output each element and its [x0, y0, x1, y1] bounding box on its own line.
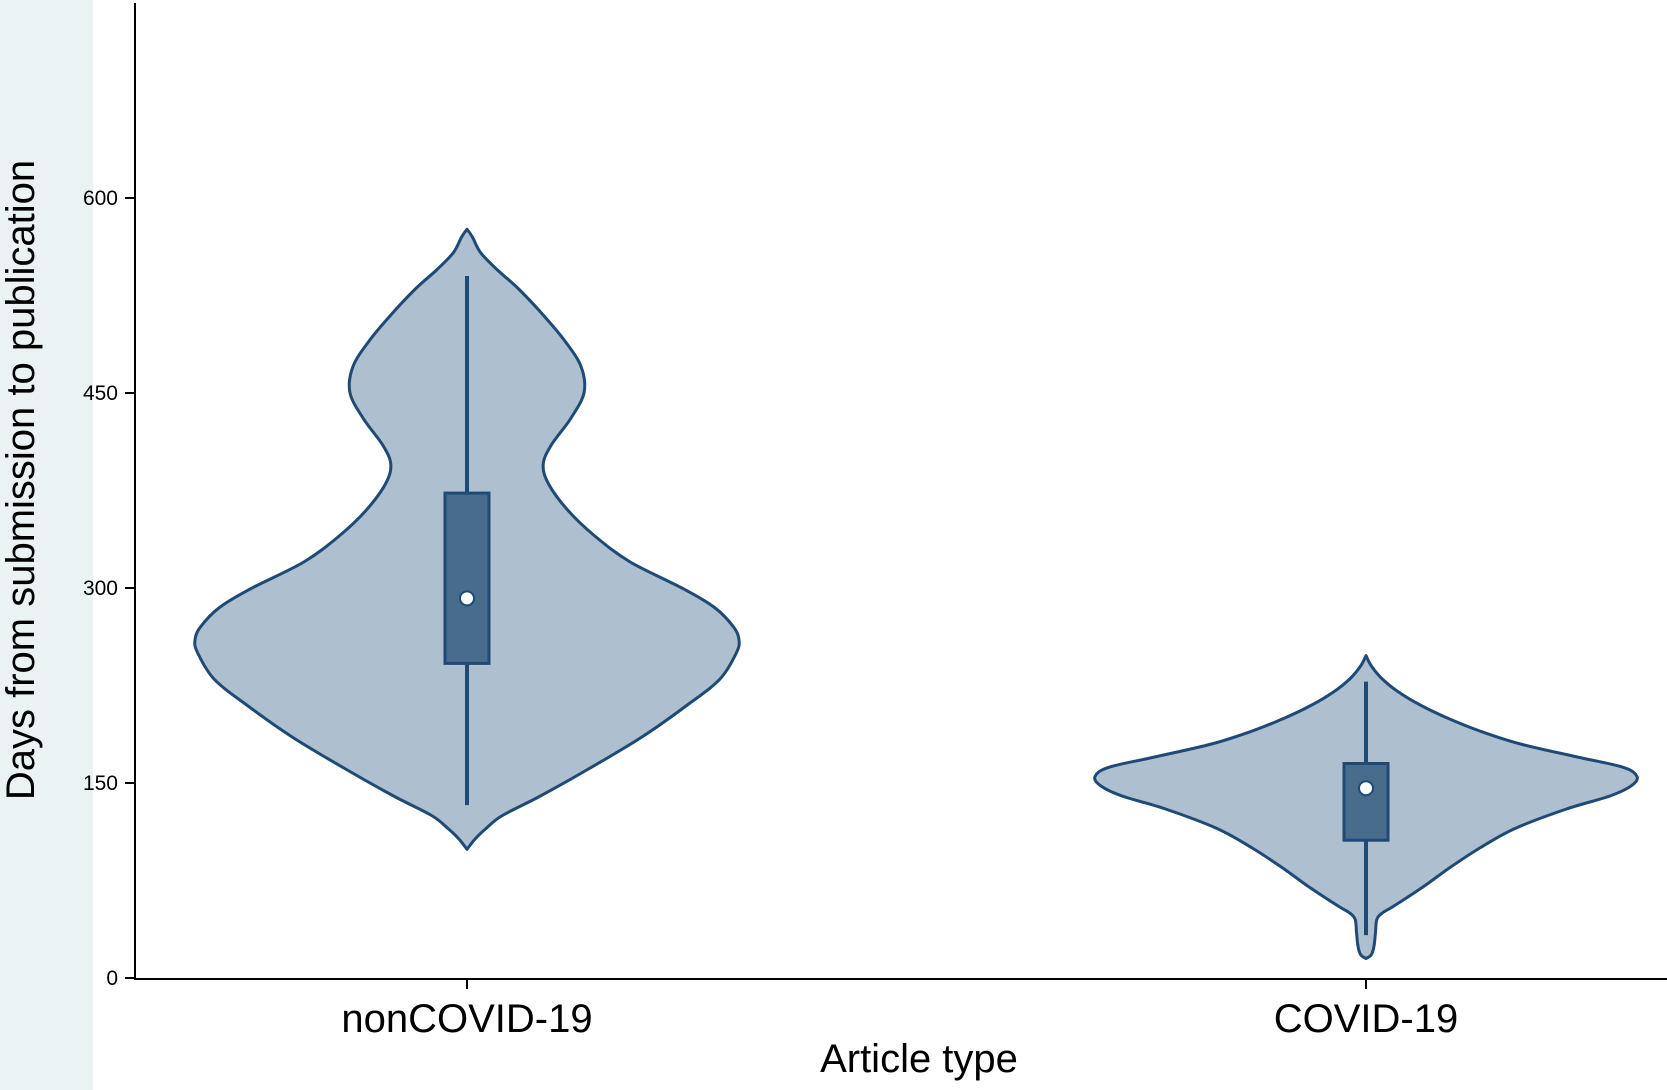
x-tick-label-0: nonCOVID-19 — [341, 997, 592, 1041]
y-axis-title: Days from submission to publication — [0, 160, 43, 800]
y-tick-label-450: 450 — [83, 382, 118, 405]
y-tick-label-150: 150 — [83, 772, 118, 795]
y-tick-label-300: 300 — [83, 577, 118, 600]
y-tick-label-0: 0 — [106, 967, 118, 990]
y-axis-ticks: 0 150 300 450 600 — [83, 187, 135, 990]
median-marker-1 — [1358, 780, 1374, 797]
x-axis-ticks: nonCOVID-19 COVID-19 — [341, 979, 1458, 1041]
iqr-box-0 — [443, 491, 491, 665]
iqr-box-1 — [1342, 762, 1390, 842]
violin-group — [193, 227, 1639, 960]
y-tick-label-600: 600 — [83, 187, 118, 210]
median-marker-0 — [459, 590, 475, 607]
x-axis-title: Article type — [820, 1037, 1018, 1081]
x-tick-label-1: COVID-19 — [1274, 997, 1459, 1041]
y-axis-label-panel — [0, 0, 93, 1090]
